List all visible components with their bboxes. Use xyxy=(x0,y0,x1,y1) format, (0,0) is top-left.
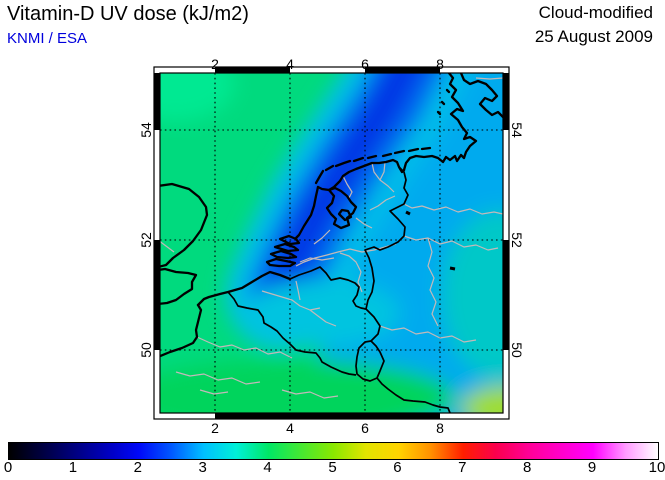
colorbar-label: 8 xyxy=(523,459,532,476)
lon-tick-bottom-2: 2 xyxy=(211,420,219,436)
colorbar-label: 4 xyxy=(263,459,272,476)
lat-tick-right-52: 52 xyxy=(509,232,525,248)
colorbar-label: 9 xyxy=(587,459,597,476)
colorbar-label: 6 xyxy=(393,459,402,476)
lat-tick-right-50: 50 xyxy=(509,342,525,358)
colorbar-label: 0 xyxy=(3,459,13,476)
map-frame xyxy=(153,66,510,420)
colorbar-labels: 0 1 2 3 4 5 6 7 8 9 10 xyxy=(0,459,665,477)
page-title: Vitamin-D UV dose (kJ/m2) xyxy=(7,3,249,25)
lat-tick-left-52: 52 xyxy=(138,232,154,248)
colorbar-label: 3 xyxy=(198,459,207,476)
lon-tick-top-8: 8 xyxy=(436,56,444,72)
lat-tick-left-54: 54 xyxy=(138,122,154,138)
colorbar xyxy=(8,442,659,460)
colorbar-label: 7 xyxy=(458,459,467,476)
colorbar-label: 5 xyxy=(328,459,337,476)
colorbar-label: 2 xyxy=(133,459,142,476)
lat-tick-right-54: 54 xyxy=(509,122,525,138)
minor-borders xyxy=(160,77,503,399)
lon-tick-bottom-8: 8 xyxy=(436,420,444,436)
lon-tick-top-2: 2 xyxy=(211,56,219,72)
lon-tick-bottom-6: 6 xyxy=(361,420,369,436)
lon-tick-bottom-4: 4 xyxy=(286,420,294,436)
lon-tick-top-6: 6 xyxy=(361,56,369,72)
colorbar-label: 1 xyxy=(68,459,78,476)
lat-tick-left-50: 50 xyxy=(138,342,154,358)
mode-label: Cloud-modified xyxy=(538,3,653,22)
date-label: 25 August 2009 xyxy=(534,27,653,46)
credit-text: KNMI / ESA xyxy=(7,30,88,47)
colorbar-label: 10 xyxy=(648,459,665,476)
country-borders xyxy=(227,166,456,413)
lon-tick-top-4: 4 xyxy=(286,56,294,72)
coastlines xyxy=(160,73,503,358)
